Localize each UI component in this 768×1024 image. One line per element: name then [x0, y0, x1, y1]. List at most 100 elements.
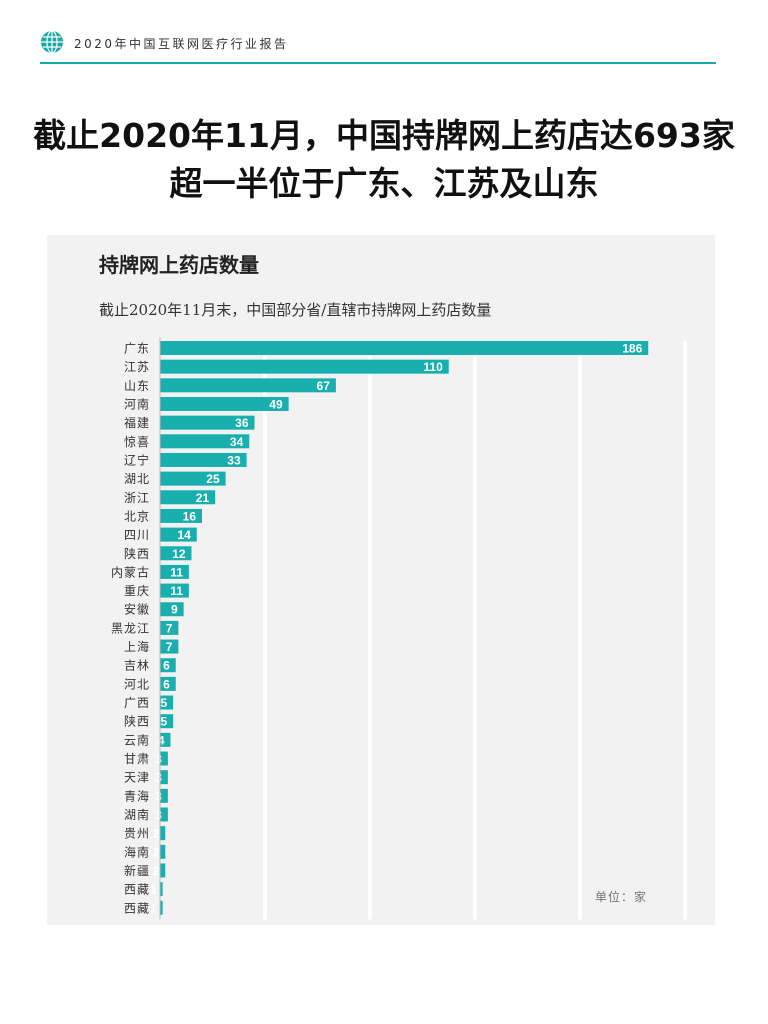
bar [160, 359, 449, 374]
bar [160, 602, 184, 617]
report-header: 2020年中国互联网医疗行业报告 [40, 28, 716, 64]
category-label: 西藏 [124, 901, 150, 915]
bar [160, 378, 336, 393]
category-label: 惊喜 [124, 434, 150, 449]
bar [160, 471, 226, 486]
value-label: 2 [153, 827, 160, 841]
value-label: 3 [155, 789, 162, 803]
value-label: 21 [196, 491, 210, 505]
value-label: 12 [172, 547, 186, 561]
bar [160, 882, 163, 897]
headline-line-2: 超一半位于广东、江苏及山东 [169, 164, 599, 203]
category-label: 黑龙江 [111, 621, 150, 635]
value-label: 34 [230, 435, 244, 449]
bar [160, 508, 202, 523]
value-label: 3 [155, 771, 162, 785]
category-label: 新疆 [124, 863, 150, 878]
value-label: 36 [235, 416, 249, 430]
chart-panel: 持牌网上药店数量 截止2020年11月末，中国部分省/直辖市持牌网上药店数量 广… [47, 235, 715, 925]
bar [160, 695, 174, 710]
value-label: 2 [153, 845, 160, 859]
bar [160, 583, 189, 598]
category-label: 辽宁 [124, 452, 150, 467]
bar [160, 751, 168, 766]
bar [160, 826, 166, 841]
category-label: 安徽 [124, 602, 150, 617]
category-label: 湖南 [124, 807, 150, 822]
category-label: 青海 [124, 788, 150, 803]
category-label: 内蒙古 [111, 564, 150, 579]
bar [160, 434, 250, 449]
value-label: 5 [160, 715, 167, 729]
value-label: 6 [163, 659, 170, 673]
page-headline: 截止2020年11月，中国持牌网上药店达693家 超一半位于广东、江苏及山东 [0, 112, 768, 208]
value-label: 2 [153, 864, 160, 878]
value-label: 11 [170, 565, 183, 579]
category-label: 云南 [124, 732, 150, 747]
header-divider [40, 62, 716, 64]
category-label: 河南 [124, 396, 150, 411]
bar [160, 490, 216, 505]
bar [160, 844, 166, 859]
bar [160, 639, 179, 654]
value-label: 14 [177, 528, 191, 542]
category-label: 重庆 [124, 584, 150, 598]
bar [160, 900, 163, 915]
bar [160, 676, 176, 691]
bar [160, 620, 179, 635]
bar [160, 452, 247, 467]
category-label: 天津 [124, 771, 150, 785]
headline-line-1: 截止2020年11月，中国持牌网上药店达693家 [33, 116, 735, 155]
category-label: 广东 [124, 342, 150, 356]
bar [160, 788, 168, 803]
bar [160, 527, 197, 542]
chart-subtitle: 截止2020年11月末，中国部分省/直辖市持牌网上药店数量 [99, 301, 492, 319]
bar [160, 415, 255, 430]
value-label: 33 [227, 453, 241, 467]
category-label: 河北 [124, 677, 150, 691]
unit-label: 单位：家 [595, 890, 648, 904]
globe-icon [41, 30, 63, 54]
category-label: 贵州 [124, 827, 150, 841]
value-label: 6 [163, 677, 170, 691]
value-label: 1 [150, 883, 157, 897]
bar [160, 396, 289, 411]
value-label: 5 [160, 696, 167, 710]
category-label: 福建 [124, 415, 150, 430]
value-label: 49 [269, 397, 283, 411]
category-label: 上海 [124, 639, 150, 654]
value-label: 1 [150, 901, 157, 915]
bar [160, 341, 649, 355]
value-label: 186 [622, 342, 642, 356]
category-label: 北京 [124, 509, 150, 523]
bar [160, 714, 174, 729]
category-label: 吉林 [124, 659, 150, 673]
bar [160, 863, 166, 878]
bar [160, 732, 171, 747]
category-label: 江苏 [124, 360, 150, 374]
value-label: 11 [170, 584, 183, 598]
value-label: 9 [171, 603, 178, 617]
category-label: 陕西 [124, 714, 150, 729]
value-label: 67 [317, 379, 331, 393]
category-label: 西藏 [124, 883, 150, 897]
value-label: 110 [423, 360, 443, 374]
report-title: 2020年中国互联网医疗行业报告 [74, 37, 289, 51]
value-label: 4 [158, 733, 165, 747]
value-label: 7 [166, 640, 173, 654]
category-label: 海南 [124, 844, 150, 859]
value-label: 3 [155, 752, 162, 766]
category-label: 陕西 [124, 546, 150, 561]
value-label: 3 [155, 808, 162, 822]
bar [160, 564, 189, 579]
bar [160, 807, 168, 822]
category-label: 浙江 [124, 491, 150, 505]
category-label: 四川 [124, 528, 150, 542]
value-label: 25 [206, 472, 220, 486]
bar [160, 770, 168, 785]
category-label: 广西 [124, 696, 150, 710]
value-label: 16 [183, 509, 197, 523]
value-label: 7 [166, 621, 173, 635]
category-label: 湖北 [124, 471, 150, 486]
